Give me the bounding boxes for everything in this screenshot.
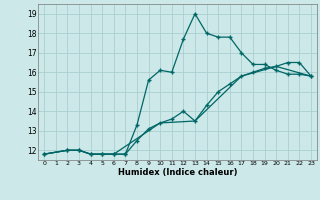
X-axis label: Humidex (Indice chaleur): Humidex (Indice chaleur) [118,168,237,177]
